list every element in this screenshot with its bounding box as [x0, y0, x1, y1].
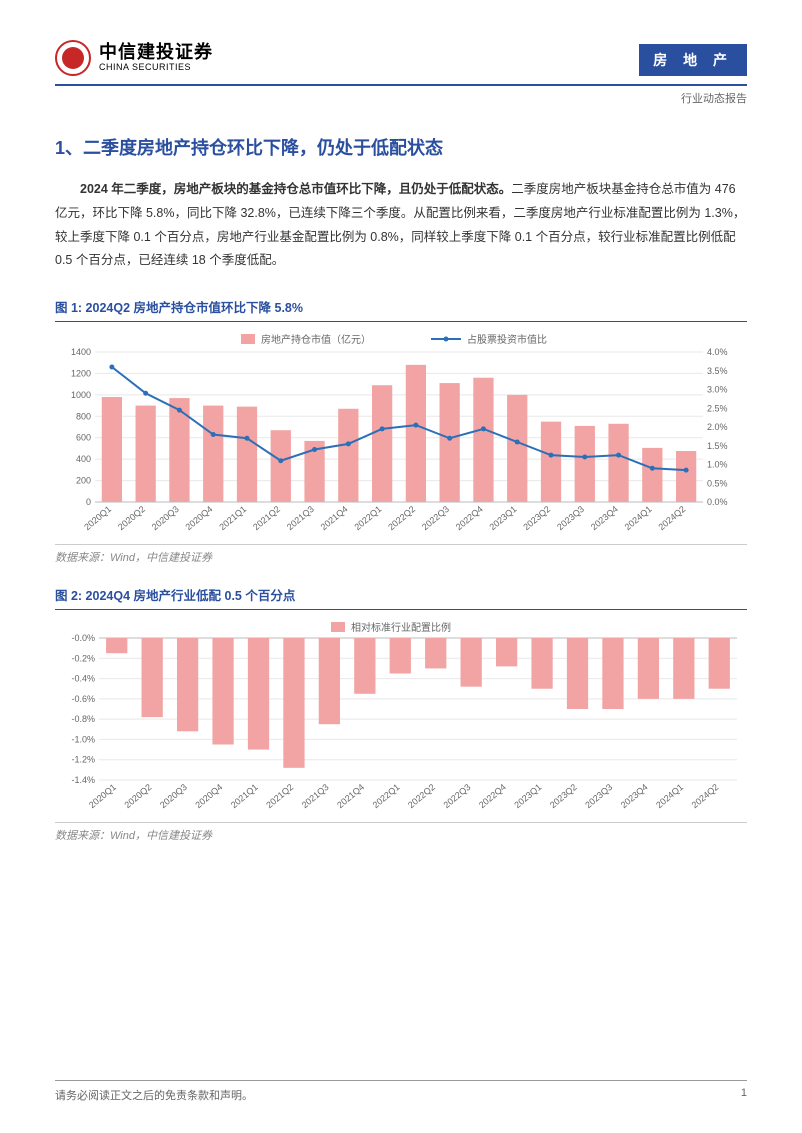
svg-text:2021Q3: 2021Q3	[300, 782, 331, 810]
report-type: 行业动态报告	[55, 90, 747, 106]
svg-text:2020Q1: 2020Q1	[87, 782, 118, 810]
section-title: 1、二季度房地产持仓环比下降，仍处于低配状态	[55, 134, 747, 160]
chart-2-block: 图 2: 2024Q4 房地产行业低配 0.5 个百分点 相对标准行业配置比例 -…	[55, 585, 747, 843]
svg-text:2024Q2: 2024Q2	[656, 504, 687, 532]
chart-2-title: 图 2: 2024Q4 房地产行业低配 0.5 个百分点	[55, 589, 295, 603]
svg-text:1000: 1000	[71, 390, 91, 400]
body-bold: 2024 年二季度，房地产板块的基金持仓总市值环比下降，且仍处于低配状态。	[80, 182, 511, 196]
svg-text:2021Q1: 2021Q1	[217, 504, 248, 532]
page-footer: 请务必阅读正文之后的免责条款和声明。 1	[55, 1080, 747, 1103]
svg-text:200: 200	[76, 476, 91, 486]
chart-2-source: 数据来源：Wind，中信建投证券	[55, 822, 747, 843]
svg-text:2024Q2: 2024Q2	[690, 782, 721, 810]
svg-text:2021Q3: 2021Q3	[285, 504, 316, 532]
svg-text:2020Q1: 2020Q1	[82, 504, 113, 532]
svg-text:3.0%: 3.0%	[707, 385, 728, 395]
footer-page: 1	[741, 1087, 747, 1103]
svg-text:相对标准行业配置比例: 相对标准行业配置比例	[351, 621, 451, 634]
svg-text:2020Q3: 2020Q3	[150, 504, 181, 532]
svg-text:2020Q3: 2020Q3	[158, 782, 189, 810]
svg-text:2023Q3: 2023Q3	[555, 504, 586, 532]
svg-text:2024Q1: 2024Q1	[654, 782, 685, 810]
svg-text:2023Q1: 2023Q1	[488, 504, 519, 532]
chart-1-source: 数据来源：Wind，中信建投证券	[55, 544, 747, 565]
svg-text:2022Q2: 2022Q2	[386, 504, 417, 532]
svg-text:-1.4%: -1.4%	[71, 775, 95, 785]
chart-1-svg: 房地产持仓市值（亿元） 占股票投资市值比 0 200 400 600 800 1000 1200…	[55, 330, 747, 540]
svg-text:1200: 1200	[71, 368, 91, 378]
body-paragraph: 2024 年二季度，房地产板块的基金持仓总市值环比下降，且仍处于低配状态。二季度…	[55, 178, 747, 273]
svg-text:0.0%: 0.0%	[707, 497, 728, 507]
svg-text:2023Q1: 2023Q1	[512, 782, 543, 810]
sector-badge: 房 地 产	[639, 44, 747, 76]
svg-text:-1.0%: -1.0%	[71, 734, 95, 744]
svg-text:-0.8%: -0.8%	[71, 714, 95, 724]
svg-text:2023Q3: 2023Q3	[583, 782, 614, 810]
logo-cn: 中信建投证券	[99, 43, 213, 63]
svg-text:2022Q4: 2022Q4	[454, 504, 485, 532]
svg-text:-0.6%: -0.6%	[71, 694, 95, 704]
svg-text:2021Q2: 2021Q2	[264, 782, 295, 810]
logo-icon	[55, 40, 91, 76]
svg-text:2020Q4: 2020Q4	[193, 782, 224, 810]
logo-block: 中信建投证券 CHINA SECURITIES	[55, 40, 213, 76]
chart-1-title: 图 1: 2024Q2 房地产持仓市值环比下降 5.8%	[55, 301, 303, 315]
svg-text:2023Q2: 2023Q2	[521, 504, 552, 532]
svg-text:0: 0	[86, 497, 91, 507]
svg-text:1.5%: 1.5%	[707, 441, 728, 451]
svg-text:800: 800	[76, 411, 91, 421]
svg-text:2023Q2: 2023Q2	[548, 782, 579, 810]
svg-text:0.5%: 0.5%	[707, 478, 728, 488]
svg-text:房地产持仓市值（亿元）: 房地产持仓市值（亿元）	[261, 333, 371, 346]
svg-text:2021Q4: 2021Q4	[319, 504, 350, 532]
svg-text:2023Q4: 2023Q4	[589, 504, 620, 532]
svg-text:400: 400	[76, 454, 91, 464]
svg-text:2022Q3: 2022Q3	[420, 504, 451, 532]
svg-text:600: 600	[76, 433, 91, 443]
svg-text:2022Q1: 2022Q1	[352, 504, 383, 532]
svg-text:2022Q1: 2022Q1	[371, 782, 402, 810]
chart-2-svg: 相对标准行业配置比例 -1.4% -1.2% -1.0% -0.8% -0.6% -0.4%…	[55, 618, 747, 818]
svg-text:占股票投资市值比: 占股票投资市值比	[467, 333, 547, 346]
chart-1-block: 图 1: 2024Q2 房地产持仓市值环比下降 5.8% 房地产持仓市值（亿元）…	[55, 297, 747, 565]
svg-text:2024Q1: 2024Q1	[623, 504, 654, 532]
svg-text:2021Q1: 2021Q1	[229, 782, 260, 810]
svg-text:2020Q2: 2020Q2	[122, 782, 153, 810]
svg-text:2021Q4: 2021Q4	[335, 782, 366, 810]
svg-text:-0.4%: -0.4%	[71, 674, 95, 684]
svg-text:2020Q2: 2020Q2	[116, 504, 147, 532]
svg-text:2020Q4: 2020Q4	[184, 504, 215, 532]
footer-disclaimer: 请务必阅读正文之后的免责条款和声明。	[55, 1087, 253, 1103]
svg-text:2022Q4: 2022Q4	[477, 782, 508, 810]
page-header: 中信建投证券 CHINA SECURITIES 房 地 产	[55, 40, 747, 86]
svg-text:2023Q4: 2023Q4	[619, 782, 650, 810]
svg-text:2.0%: 2.0%	[707, 422, 728, 432]
svg-text:4.0%: 4.0%	[707, 347, 728, 357]
svg-text:2021Q2: 2021Q2	[251, 504, 282, 532]
svg-text:2022Q2: 2022Q2	[406, 782, 437, 810]
svg-text:-0.2%: -0.2%	[71, 653, 95, 663]
svg-text:1.0%: 1.0%	[707, 460, 728, 470]
logo-en: CHINA SECURITIES	[99, 63, 213, 73]
svg-text:3.5%: 3.5%	[707, 366, 728, 376]
svg-text:-0.0%: -0.0%	[71, 633, 95, 643]
svg-text:2.5%: 2.5%	[707, 403, 728, 413]
svg-text:1400: 1400	[71, 347, 91, 357]
svg-text:-1.2%: -1.2%	[71, 755, 95, 765]
svg-text:2022Q3: 2022Q3	[441, 782, 472, 810]
